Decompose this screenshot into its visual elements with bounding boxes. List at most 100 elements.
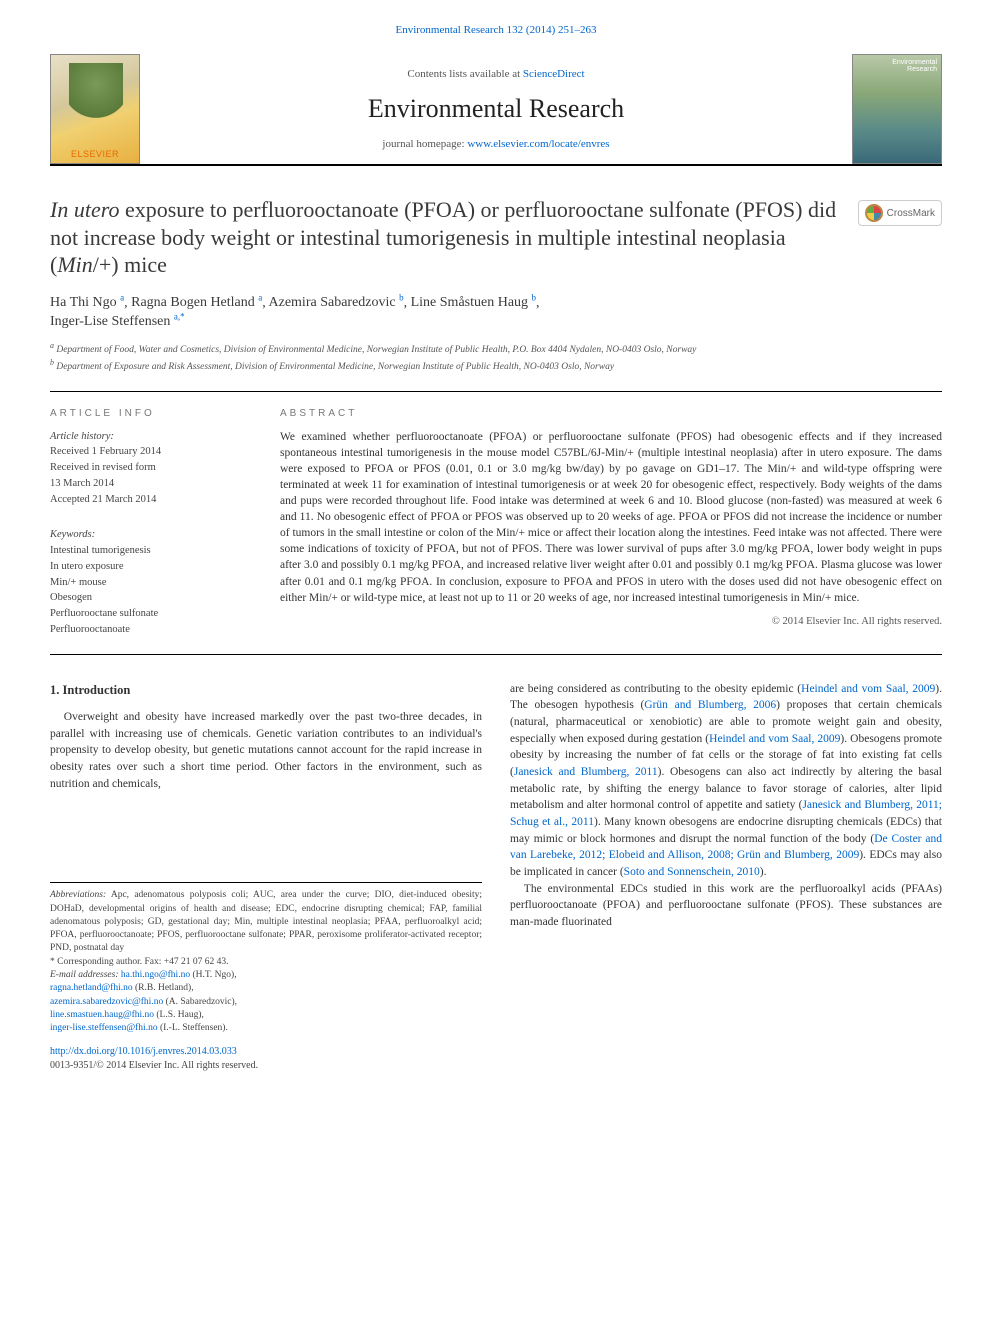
email-1[interactable]: ha.thi.ngo@fhi.no [121,970,190,980]
article-body: 1. Introduction Overweight and obesity h… [50,681,942,1074]
doi-link[interactable]: http://dx.doi.org/10.1016/j.envres.2014.… [50,1046,237,1057]
author-3: Azemira Sabaredzovic b [269,295,404,310]
issn-line: 0013-9351/© 2014 Elsevier Inc. All right… [50,1060,258,1071]
citation-link[interactable]: Environmental Research 132 (2014) 251–26… [395,24,596,36]
email-2[interactable]: ragna.hetland@fhi.no [50,983,133,993]
keyword-6: Perfluorooctanoate [50,622,250,638]
intro-para-1: Overweight and obesity have increased ma… [50,709,482,792]
keyword-1: Intestinal tumorigenesis [50,543,250,559]
title-ital-2: Min [57,252,92,277]
info-abstract-row: ARTICLE INFO Article history: Received 1… [50,408,942,638]
ref-7[interactable]: Soto and Sonnenschein, 2010 [624,866,760,878]
crossmark: CrossMark [852,196,942,279]
affiliation-a-text: Department of Food, Water and Cosmetics,… [56,345,696,355]
footnotes: Abbreviations: Apc, adenomatous polyposi… [50,882,482,1073]
keyword-3-text: Min/+ mouse [50,577,106,588]
citation-volume: 132 [507,24,524,36]
corr-fax: +47 21 07 62 43. [164,957,229,967]
cover-title-bottom: Research [907,66,937,73]
title-part-4: /+) mice [93,252,167,277]
title-ital-1: In utero [50,197,119,222]
title-part-2: exposure to perfluorooctanoate (PFOA) or… [50,197,836,277]
article-info: ARTICLE INFO Article history: Received 1… [50,408,250,638]
citation-journal: Environmental Research [395,24,503,36]
sciencedirect-link[interactable]: ScienceDirect [523,68,585,80]
email-4-who: (L.S. Haug), [156,1010,204,1020]
abstract-block: ABSTRACT We examined whether perfluorooc… [280,408,942,638]
email-4[interactable]: line.smastuen.haug@fhi.no [50,1010,154,1020]
author-2-aff[interactable]: a [258,293,262,303]
journal-name: Environmental Research [150,94,842,124]
article-info-label: ARTICLE INFO [50,408,250,419]
keyword-3: Min/+ mouse [50,575,250,591]
title-block: In utero exposure to perfluorooctanoate … [50,196,942,279]
abstract-text: We examined whether perfluorooctanoate (… [280,429,942,606]
crossmark-label: CrossMark [887,208,935,219]
authors: Ha Thi Ngo a, Ragna Bogen Hetland a, Aze… [50,293,942,330]
email-3[interactable]: azemira.sabaredzovic@fhi.no [50,997,163,1007]
article-title: In utero exposure to perfluorooctanoate … [50,196,852,279]
keyword-2-text: In utero exposure [50,561,123,572]
intro-heading: 1. Introduction [50,681,482,699]
email-5-who: (I.-L. Steffensen). [160,1023,228,1033]
keyword-4: Obesogen [50,590,250,606]
history-revised-l2: 13 March 2014 [50,476,250,492]
abbreviations: Abbreviations: Apc, adenomatous polyposi… [50,889,482,955]
author-5-aff[interactable]: a,* [174,311,185,321]
citation-pages: 251–263 [558,24,597,36]
ref-1[interactable]: Heindel and vom Saal, 2009 [801,683,935,695]
corresponding-author: * Corresponding author. Fax: +47 21 07 6… [50,956,482,969]
author-4-aff[interactable]: b [532,293,537,303]
elsevier-tree-icon [69,63,123,133]
keywords: Keywords: Intestinal tumorigenesis In ut… [50,527,250,637]
contents-available-line: Contents lists available at ScienceDirec… [150,68,842,80]
ref-3[interactable]: Heindel and vom Saal, 2009 [709,733,840,745]
ref-4[interactable]: Janesick and Blumberg, 2011 [514,766,658,778]
cover-title: Environmental Research [892,59,937,73]
affiliation-b-text: Department of Exposure and Risk Assessme… [56,362,614,372]
affiliations: a Department of Food, Water and Cosmetic… [50,340,942,375]
contents-prefix: Contents lists available at [407,68,522,80]
crossmark-icon [865,204,883,222]
journal-banner: ELSEVIER Contents lists available at Sci… [50,54,942,166]
crossmark-badge[interactable]: CrossMark [858,200,942,226]
homepage-link[interactable]: www.elsevier.com/locate/envres [467,138,609,150]
keywords-label: Keywords: [50,527,250,543]
corr-label: * Corresponding author. Fax: [50,957,164,967]
citation-year: 2014 [530,24,552,36]
author-3-aff[interactable]: b [399,293,404,303]
intro-para-2: are being considered as contributing to … [510,681,942,881]
p2a: are being considered as contributing to … [510,683,801,695]
author-1-aff[interactable]: a [120,293,124,303]
p2h: ). [760,866,767,878]
affiliation-a: a Department of Food, Water and Cosmetic… [50,340,942,357]
author-5-name: Inger-Lise Steffensen [50,314,170,329]
journal-cover-thumbnail: Environmental Research [852,54,942,164]
email-3-who: (A. Sabaredzovic), [166,997,237,1007]
history-received: Received 1 February 2014 [50,444,250,460]
cover-title-top: Environmental [892,59,937,66]
email-1-who: (H.T. Ngo), [192,970,236,980]
email-addresses: E-mail addresses: ha.thi.ngo@fhi.no (H.T… [50,969,482,1035]
affiliation-b: b Department of Exposure and Risk Assess… [50,357,942,374]
author-4-name: Line Småstuen Haug [411,295,528,310]
history-accepted: Accepted 21 March 2014 [50,492,250,508]
author-2-name: Ragna Bogen Hetland [131,295,255,310]
author-3-name: Azemira Sabaredzovic [269,295,396,310]
divider-top [50,391,942,392]
email-2-who: (R.B. Hetland), [135,983,194,993]
keyword-5: Perfluorooctane sulfonate [50,606,250,622]
history-revised-l1: Received in revised form [50,460,250,476]
intro-para-3: The environmental EDCs studied in this w… [510,881,942,931]
abstract-label: ABSTRACT [280,408,942,419]
banner-center: Contents lists available at ScienceDirec… [140,60,852,158]
email-5[interactable]: inger-lise.steffensen@fhi.no [50,1023,158,1033]
elsevier-label: ELSEVIER [51,149,139,159]
ref-2[interactable]: Grün and Blumberg, 2006 [644,699,776,711]
running-head: Environmental Research 132 (2014) 251–26… [50,24,942,36]
author-4: Line Småstuen Haug b [411,295,536,310]
copyright: © 2014 Elsevier Inc. All rights reserved… [280,616,942,627]
homepage-prefix: journal homepage: [382,138,467,150]
author-1: Ha Thi Ngo a [50,295,124,310]
author-2: Ragna Bogen Hetland a [131,295,262,310]
